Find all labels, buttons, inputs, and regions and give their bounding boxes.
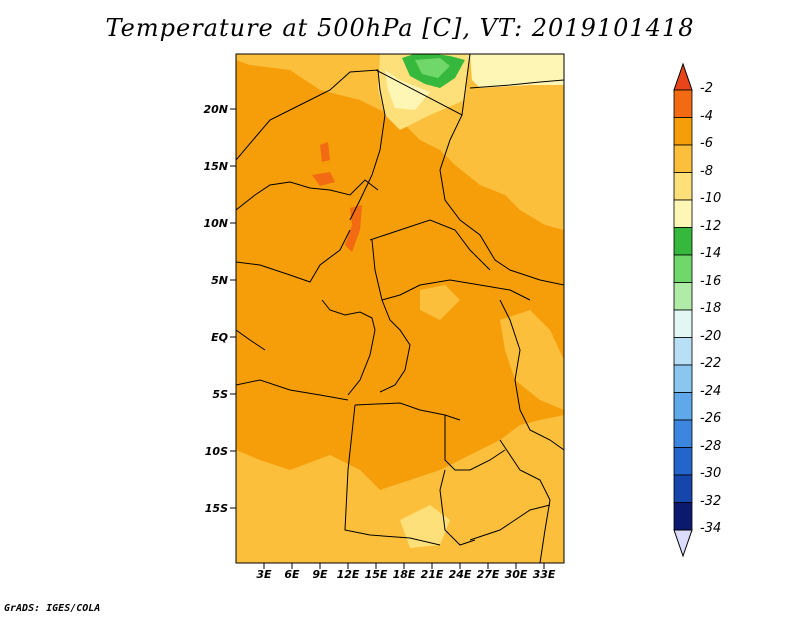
x-label-18e: 18E: [392, 568, 416, 581]
colorbar-label: -26: [700, 411, 722, 426]
colorbar-swatch: [673, 199, 693, 228]
map-frame: [235, 53, 565, 564]
y-label-20n: 20N: [203, 103, 228, 116]
colorbar-label: -2: [700, 81, 713, 96]
x-label-3e: 3E: [256, 568, 272, 581]
colorbar-label: -24: [700, 383, 722, 399]
country-borders: [236, 54, 564, 563]
colorbar-label: -4: [700, 108, 713, 124]
colorbar-swatch: [673, 282, 693, 311]
colorbar-label: -22: [700, 356, 722, 371]
y-label-15n: 15N: [203, 160, 228, 173]
colorbar-swatch: [673, 227, 693, 256]
colorbar-swatch: [673, 392, 693, 421]
field-lightgreen: [415, 58, 450, 78]
grads-credit: GrADS: IGES/COLA: [4, 603, 101, 614]
colorbar-arrow-bottom: [673, 529, 693, 558]
colorbar-label: -34: [700, 521, 722, 536]
y-label-eq: EQ: [211, 331, 228, 344]
field-lighter-center: [420, 285, 460, 320]
y-tick-marks: [230, 108, 236, 509]
colorbar-swatch: [673, 419, 693, 448]
colorbar-label: -8: [700, 163, 713, 179]
field-lighter-south: [236, 415, 564, 563]
y-label-10n: 10N: [203, 217, 228, 230]
y-label-5n: 5N: [211, 274, 228, 287]
colorbar-label: -32: [700, 493, 722, 509]
x-label-24e: 24E: [448, 568, 472, 581]
field-pale-north: [470, 54, 564, 88]
colorbar: [673, 62, 693, 558]
colorbar-label: -18: [700, 301, 722, 316]
colorbar-swatch: [673, 144, 693, 173]
map-title: Temperature at 500hPa [C], VT: 201910141…: [105, 14, 695, 42]
field-light-south: [400, 505, 450, 548]
y-label-10s: 10S: [204, 445, 228, 458]
x-tick-marks: [263, 563, 545, 569]
x-label-21e: 21E: [420, 568, 444, 581]
field-warm-1: [312, 172, 335, 186]
colorbar-swatch: [673, 117, 693, 146]
colorbar-label: -28: [700, 438, 722, 454]
colorbar-swatch: [673, 254, 693, 283]
x-label-27e: 27E: [476, 568, 500, 581]
field-lighter-east: [500, 310, 564, 410]
colorbar-swatch: [673, 337, 693, 366]
colorbar-label: -6: [700, 136, 713, 151]
colorbar-swatch: [673, 447, 693, 476]
field-lighter-north: [236, 54, 564, 230]
colorbar-label: -14: [700, 246, 722, 261]
colorbar-arrow-top: [673, 62, 693, 91]
x-label-12e: 12E: [336, 568, 360, 581]
temperature-field: [236, 54, 564, 563]
y-label-5s: 5S: [212, 388, 228, 401]
field-warm-3: [345, 205, 362, 252]
colorbar-label: -16: [700, 273, 722, 289]
colorbar-swatch: [673, 502, 693, 531]
x-label-9e: 9E: [312, 568, 328, 581]
x-label-33e: 33E: [532, 568, 556, 581]
x-label-15e: 15E: [364, 568, 388, 581]
colorbar-swatch: [673, 89, 693, 118]
colorbar-swatch: [673, 172, 693, 201]
colorbar-swatch: [673, 474, 693, 503]
colorbar-label: -30: [700, 466, 722, 481]
field-warm-2: [320, 142, 330, 162]
colorbar-label: -10: [700, 191, 722, 206]
field-pale-north-2: [385, 70, 430, 110]
y-label-15s: 15S: [204, 502, 228, 515]
colorbar-label: -20: [700, 328, 722, 344]
colorbar-label: -12: [700, 218, 722, 234]
colorbar-swatch: [673, 309, 693, 338]
colorbar-swatch: [673, 364, 693, 393]
x-label-6e: 6E: [284, 568, 300, 581]
x-label-30e: 30E: [504, 568, 528, 581]
